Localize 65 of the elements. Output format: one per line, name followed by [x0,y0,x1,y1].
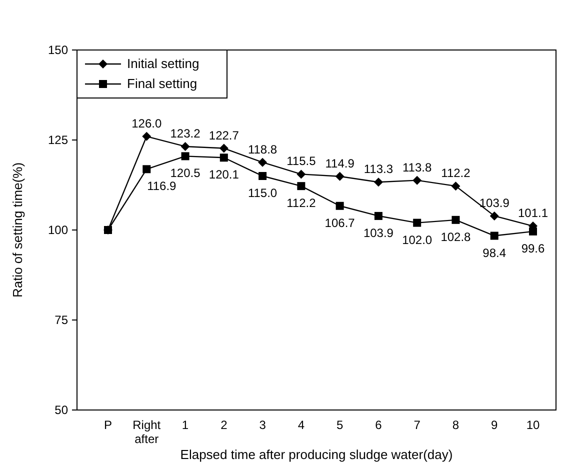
data-label: 114.9 [325,156,355,170]
data-label: 102.8 [440,230,472,244]
x-tick-label: 4 [298,418,305,432]
x-tick-label: 8 [452,418,460,432]
data-label: 102.0 [402,232,432,247]
x-tick-label: 2 [220,418,228,432]
x-axis-title: Elapsed time after producing sludge water(day) [180,447,453,462]
data-label: 98.4 [482,246,506,260]
x-tick-label: 1 [182,418,189,432]
point [374,212,382,220]
data-label: 120.5 [170,166,201,180]
x-tick-label: Right after [132,418,162,446]
point [219,144,228,153]
point [142,132,152,141]
data-label: 120.1 [208,168,240,182]
data-label: 118.8 [248,142,278,156]
point [104,226,112,234]
y-axis-title: Ratio of setting time(%) [10,162,25,298]
data-label: 113.3 [364,162,394,176]
point [142,165,151,174]
y-tick-label: 150 [48,43,68,57]
point [336,202,344,210]
point [220,154,228,162]
x-tick-label: 9 [491,418,498,432]
legend-label: Initial setting [127,56,200,71]
x-tick-label: 5 [336,418,344,432]
x-tick-label: P [104,418,112,432]
x-tick-label: 6 [375,418,382,432]
data-label: 112.2 [286,196,316,210]
data-label: 103.9 [363,226,394,240]
y-tick-label: 100 [48,223,68,237]
data-label: 123.2 [170,126,201,140]
point [258,158,268,167]
data-label: 115.5 [286,154,316,168]
data-label: 103.9 [479,196,510,210]
point [296,170,306,179]
y-tick-label: 125 [48,133,68,147]
point [490,232,498,240]
point [529,227,537,236]
data-label: 116.9 [147,179,177,194]
point [181,152,190,160]
point [335,172,344,181]
data-label: 122.7 [208,128,240,142]
point [412,176,422,185]
data-label: 112.2 [441,166,471,180]
point [374,178,383,187]
point [180,142,190,151]
legend-label: Final setting [127,76,198,91]
data-label: 115.0 [248,186,278,200]
data-label: 126.0 [132,116,162,130]
x-tick-label: 3 [259,418,266,432]
data-label: 113.8 [402,160,432,174]
data-label: 101.1 [518,206,548,220]
point [297,182,306,190]
point [452,216,460,224]
point [451,182,460,191]
data-label: 99.6 [521,241,545,256]
x-tick-label: 10 [526,418,540,432]
point [258,172,267,180]
y-tick-label: 50 [54,403,68,417]
x-tick-label: 7 [414,418,421,432]
point [413,218,422,227]
point [490,211,499,220]
data-label: 106.7 [324,216,356,230]
y-tick-label: 75 [54,313,68,327]
